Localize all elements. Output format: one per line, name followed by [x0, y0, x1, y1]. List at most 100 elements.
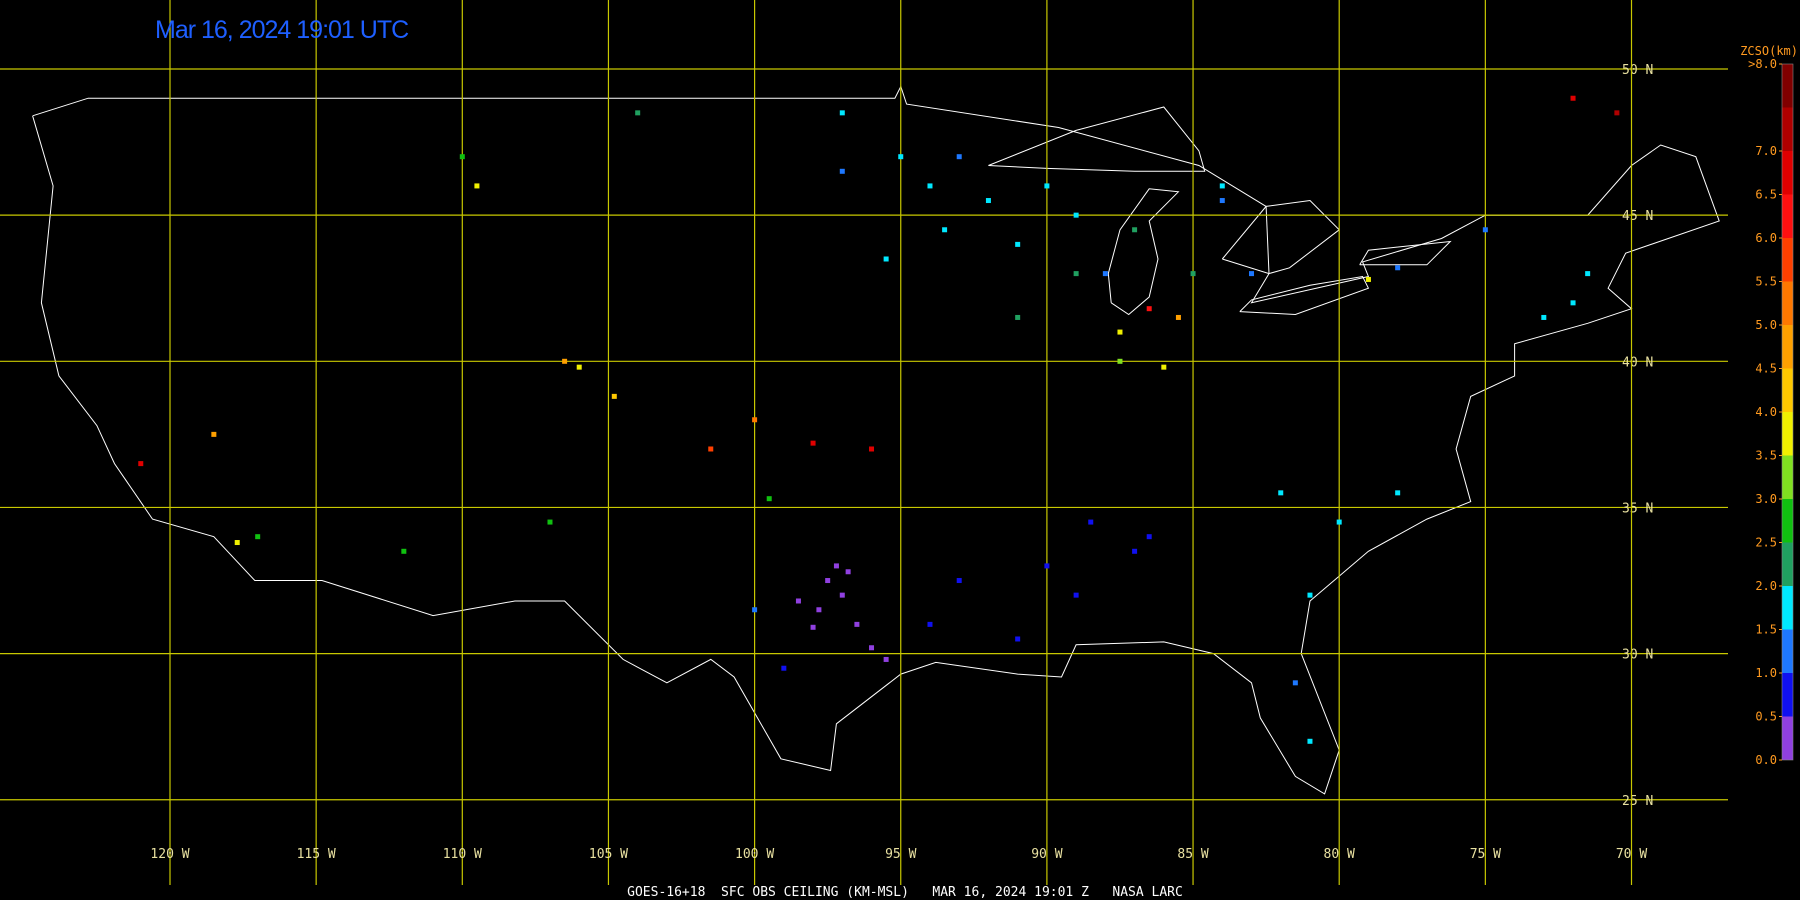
station — [1015, 636, 1021, 642]
station — [927, 621, 933, 627]
lon-label: 70 W — [1616, 847, 1647, 862]
colorbar-label: 6.5 — [1755, 188, 1777, 202]
station — [401, 548, 407, 554]
colorbar-segment — [1782, 107, 1793, 151]
lat-label: 40 N — [1622, 355, 1653, 370]
colorbar-segment — [1782, 194, 1793, 238]
station — [1307, 592, 1313, 598]
station — [898, 154, 904, 160]
station — [810, 624, 816, 630]
station — [1146, 534, 1152, 540]
colorbar-segment — [1782, 716, 1793, 760]
colorbar-segment — [1782, 238, 1793, 282]
lon-label: 85 W — [1177, 847, 1208, 862]
lat-label: 45 N — [1622, 209, 1653, 224]
colorbar-label: 7.0 — [1755, 144, 1777, 158]
colorbar-segment — [1782, 455, 1793, 499]
station — [1146, 306, 1152, 312]
station — [1570, 95, 1576, 101]
station — [869, 446, 875, 452]
colorbar-segment — [1782, 325, 1793, 369]
station — [1117, 358, 1123, 364]
colorbar-label: 4.0 — [1755, 405, 1777, 419]
lat-label: 35 N — [1622, 501, 1653, 516]
colorbar-label: 3.0 — [1755, 492, 1777, 506]
station — [1190, 271, 1196, 277]
colorbar-label: 2.0 — [1755, 579, 1777, 593]
station — [1336, 519, 1342, 525]
station — [1132, 548, 1138, 554]
colorbar-label: 0.0 — [1755, 753, 1777, 767]
station — [1015, 314, 1021, 320]
station — [883, 656, 889, 662]
lon-label: 110 W — [443, 847, 482, 862]
station — [459, 154, 465, 160]
station — [255, 534, 261, 540]
station — [825, 578, 831, 584]
station — [1073, 592, 1079, 598]
station — [611, 393, 617, 399]
station — [547, 519, 553, 525]
station — [942, 227, 948, 233]
station — [1614, 110, 1620, 116]
station — [1307, 738, 1313, 744]
colorbar-segment — [1782, 586, 1793, 630]
colorbar-label: 1.5 — [1755, 623, 1777, 637]
station — [1161, 364, 1167, 370]
station — [1219, 183, 1225, 189]
colorbar-segment — [1782, 629, 1793, 673]
station — [869, 645, 875, 651]
station — [138, 461, 144, 467]
colorbar-segment — [1782, 412, 1793, 456]
colorbar-label: 3.5 — [1755, 449, 1777, 463]
colorbar-label: 6.0 — [1755, 231, 1777, 245]
station — [839, 592, 845, 598]
station — [1102, 271, 1108, 277]
colorbar-label: 4.5 — [1755, 362, 1777, 376]
colorbar-label: 1.0 — [1755, 666, 1777, 680]
station — [1249, 271, 1255, 277]
station — [1088, 519, 1094, 525]
station — [810, 440, 816, 446]
station — [956, 578, 962, 584]
lat-label: 25 N — [1622, 794, 1653, 809]
station — [839, 110, 845, 116]
lon-label: 75 W — [1470, 847, 1501, 862]
station — [956, 154, 962, 160]
station — [474, 183, 480, 189]
station — [1175, 314, 1181, 320]
station — [1278, 490, 1284, 496]
station — [1585, 271, 1591, 277]
lon-label: 90 W — [1031, 847, 1062, 862]
station — [1482, 227, 1488, 233]
outline — [1359, 240, 1452, 266]
lat-label: 50 N — [1622, 63, 1653, 78]
colorbar-label: 2.5 — [1755, 536, 1777, 550]
lon-label: 120 W — [150, 847, 189, 862]
station — [927, 183, 933, 189]
station — [1073, 212, 1079, 218]
station — [752, 417, 758, 423]
stations — [138, 95, 1620, 744]
colorbar-label: 5.5 — [1755, 275, 1777, 289]
outline — [32, 85, 1720, 795]
colorbar-segment — [1782, 542, 1793, 586]
station — [816, 607, 822, 613]
station — [211, 431, 217, 437]
station — [833, 563, 839, 569]
station — [1570, 300, 1576, 306]
station — [1292, 680, 1298, 686]
station — [1395, 490, 1401, 496]
station — [1044, 563, 1050, 569]
colorbar-segment — [1782, 281, 1793, 325]
title: Mar 16, 2024 19:01 UTC — [155, 16, 409, 44]
station — [883, 256, 889, 262]
colorbar-label: 0.5 — [1755, 710, 1777, 724]
station — [781, 665, 787, 671]
station — [708, 446, 714, 452]
station — [234, 540, 240, 546]
station — [766, 496, 772, 502]
